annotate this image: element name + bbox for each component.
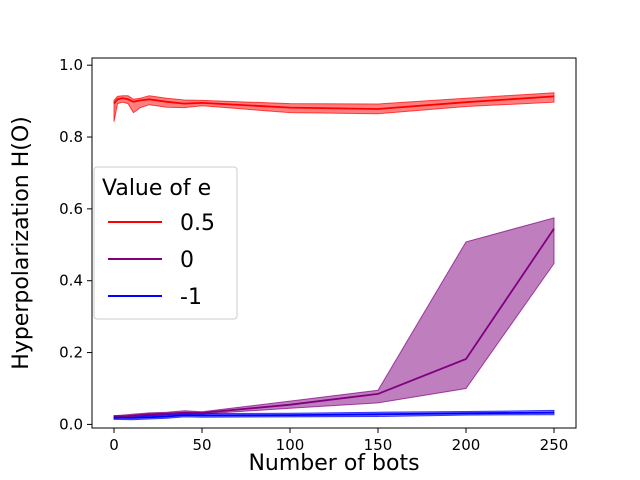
series-lines [113, 95, 555, 419]
x-axis-label: Number of bots [248, 451, 419, 476]
y-tick-label: 0.0 [59, 415, 83, 433]
y-tick-label: 0.2 [59, 344, 83, 362]
x-tick-label: 150 [364, 436, 393, 454]
y-tick-label: 0.4 [59, 272, 83, 290]
legend-label: 0 [180, 248, 194, 273]
band-series-0 [113, 92, 555, 122]
x-tick-label: 0 [109, 436, 119, 454]
y-axis-label: Hyperpolarization H(O) [9, 116, 34, 369]
x-tick-label: 50 [192, 436, 211, 454]
line-series-0 [113, 95, 555, 110]
line-series-2 [113, 411, 555, 419]
y-tick-label: 0.8 [59, 128, 83, 146]
x-tick-label: 250 [540, 436, 569, 454]
y-axis-ticks: 0.0 0.2 0.4 0.6 0.8 1.0 [59, 56, 92, 433]
legend-label: -1 [180, 285, 202, 310]
plot-frame [91, 57, 577, 429]
line-series-1 [113, 228, 555, 419]
legend-items: 0.5 0 -1 [108, 211, 215, 310]
legend-label: 0.5 [180, 211, 215, 236]
x-tick-label: 100 [276, 436, 305, 454]
legend-title: Value of e [102, 176, 211, 201]
legend: Value of e 0.5 0 -1 [93, 166, 238, 320]
y-tick-label: 1.0 [59, 56, 83, 74]
x-axis-ticks: 0 50 100 150 200 250 [109, 428, 568, 454]
legend-box [93, 166, 238, 320]
y-tick-label: 0.6 [59, 200, 83, 218]
x-tick-label: 200 [452, 436, 481, 454]
